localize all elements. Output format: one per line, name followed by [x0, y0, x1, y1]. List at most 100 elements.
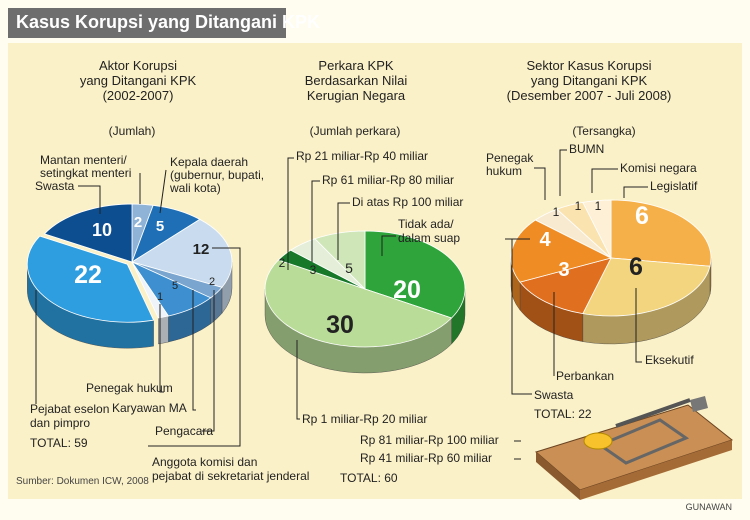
pie3-label-1: Eksekutif	[645, 353, 694, 367]
pie2-value-5: 3	[310, 263, 317, 277]
pie1-label-4: Karyawan MA	[112, 401, 187, 415]
pie1-slice-5	[131, 261, 170, 319]
pie1-label-2-line-0: Anggota komisi dan	[152, 455, 257, 469]
pie3-leader-4	[534, 167, 546, 200]
pie3-value-2: 3	[558, 259, 569, 281]
pie1-slice-6	[26, 235, 155, 323]
pie3-leader-0	[623, 186, 648, 198]
pie3-slice-0	[610, 199, 712, 267]
pie2-leader-4	[287, 157, 294, 270]
pie1-label-7: Swasta	[35, 179, 75, 193]
pie3-value-4: 1	[553, 205, 560, 219]
pie2-value-1: 30	[326, 311, 354, 339]
title-banner: Kasus Korupsi yang Ditangani KPK	[8, 8, 320, 38]
pie2-label-6: Di atas Rp 100 miliar	[352, 195, 463, 209]
pie1-value-0: 2	[134, 214, 142, 231]
pie3-total: TOTAL: 22	[534, 407, 592, 421]
pie1-value-7: 10	[92, 220, 112, 240]
pie2-leader-6	[337, 202, 350, 260]
pie3-slice-6	[582, 199, 612, 259]
pie1-label-6-line-0: Pejabat eselon	[30, 402, 109, 416]
pie3-label-0: Legislatif	[650, 179, 698, 193]
pie1-total: TOTAL: 59	[30, 436, 88, 450]
pie1-value-1: 5	[156, 218, 164, 235]
pie3-value-6: 1	[595, 199, 602, 213]
pie2-leader-5	[311, 180, 320, 262]
pie2-title-line-2: Kerugian Negara	[307, 88, 406, 103]
pie2-leader-1	[296, 340, 300, 420]
pie2-label-1: Rp 1 miliar-Rp 20 miliar	[302, 412, 427, 426]
pie1-label-0-line-1: setingkat menteri	[40, 166, 131, 180]
pie3-leader-1	[635, 288, 642, 363]
illustrator-credit: GUNAWAN	[686, 502, 732, 512]
pie1-value-5: 1	[157, 291, 163, 303]
trap-hammer	[615, 398, 691, 428]
pie3-unit: (Tersangka)	[572, 124, 635, 138]
pie2-label-3: Rp 41 miliar-Rp 60 miliar	[360, 451, 492, 465]
pie2-label-2: Rp 81 miliar-Rp 100 miliar	[360, 433, 499, 447]
cheese-bait	[583, 432, 613, 450]
pie3-label-4-line-1: hukum	[486, 164, 522, 178]
pie3-leader-5	[559, 149, 567, 196]
pie2-leader-0	[381, 235, 396, 256]
pie3-slice-1	[582, 257, 711, 317]
source-note: Sumber: Dokumen ICW, 2008	[16, 476, 149, 487]
pie3-title-line-0: Sektor Kasus Korupsi	[526, 58, 651, 73]
pie2-label-0-line-0: Tidak ada/	[398, 217, 454, 231]
pie3-slice-2	[519, 257, 612, 315]
pie2-total: TOTAL: 60	[340, 471, 398, 485]
pie2-label-4: Rp 21 miliar-Rp 40 miliar	[296, 149, 428, 163]
pie2-title-line-0: Perkara KPK	[318, 58, 393, 73]
pie1-label-6-line-1: dan pimpro	[30, 416, 90, 430]
pie3-value-3: 4	[539, 229, 551, 251]
pie2-label-5: Rp 61 miliar-Rp 80 miliar	[322, 173, 454, 187]
pie2-value-0: 20	[393, 276, 421, 304]
pie1-unit: (Jumlah)	[109, 124, 156, 138]
pie2-slice-0	[364, 230, 466, 319]
pie1-label-0-line-0: Mantan menteri/	[40, 153, 127, 167]
pie3-label-3: Swasta	[534, 388, 574, 402]
pie1-label-1-line-1: (gubernur, bupati,	[170, 168, 264, 182]
pie1-label-2-line-1: pejabat di sekretariat jenderal	[152, 469, 309, 483]
pie2-unit: (Jumlah perkara)	[310, 124, 401, 138]
pie3-value-5: 1	[575, 199, 582, 213]
pie1-leader-1	[159, 169, 167, 214]
pie3-title-line-1: yang Ditangani KPK	[531, 73, 648, 88]
trap-base-side-left	[536, 452, 580, 500]
pie2-title-line-1: Berdasarkan Nilai	[305, 73, 408, 88]
trap-base-side-front	[580, 440, 732, 500]
mousetrap-illustration	[534, 396, 734, 500]
pie3-leader-6	[591, 168, 618, 193]
pie1-value-2: 12	[193, 241, 210, 258]
pie1-leader-3	[202, 290, 215, 432]
pie1-slice-7	[43, 203, 133, 263]
pie1-value-6: 22	[74, 261, 102, 289]
page-title: Kasus Korupsi yang Ditangani KPK	[16, 12, 321, 32]
pie1-label-5: Penegak hukum	[86, 381, 173, 395]
pie1-label-3: Pengacara	[155, 424, 213, 438]
pie2-label-0-line-1: dalam suap	[398, 231, 460, 245]
pie2-value-6: 5	[345, 260, 353, 276]
pie3-leader-3b	[505, 238, 532, 395]
pie1-label-1-line-0: Kepala daerah	[170, 155, 248, 169]
pie2-value-4: 2	[279, 256, 286, 270]
pie1-value-3: 2	[209, 276, 215, 288]
pie3-label-4-line-0: Penegak	[486, 151, 534, 165]
pie3-label-5: BUMN	[569, 142, 604, 156]
pie1-slice-2	[131, 218, 233, 288]
pie3-value-1: 6	[629, 253, 643, 281]
pie3-label-6: Komisi negara	[620, 161, 697, 175]
pie1-leader-5	[159, 304, 164, 393]
pie3-title-line-2: (Desember 2007 - Juli 2008)	[507, 88, 672, 103]
pie3-label-2: Perbankan	[556, 369, 614, 383]
pie3-value-0: 6	[635, 202, 649, 230]
pie1-title-line-1: yang Ditangani KPK	[80, 73, 197, 88]
pie1-leader-4	[192, 290, 196, 411]
pie1-title-line-0: Aktor Korupsi	[99, 58, 177, 73]
pie1-leader-2b	[148, 247, 241, 447]
pie1-title-line-2: (2002-2007)	[103, 88, 174, 103]
trap-catch	[690, 396, 708, 412]
pie2-slice-6	[314, 230, 366, 290]
